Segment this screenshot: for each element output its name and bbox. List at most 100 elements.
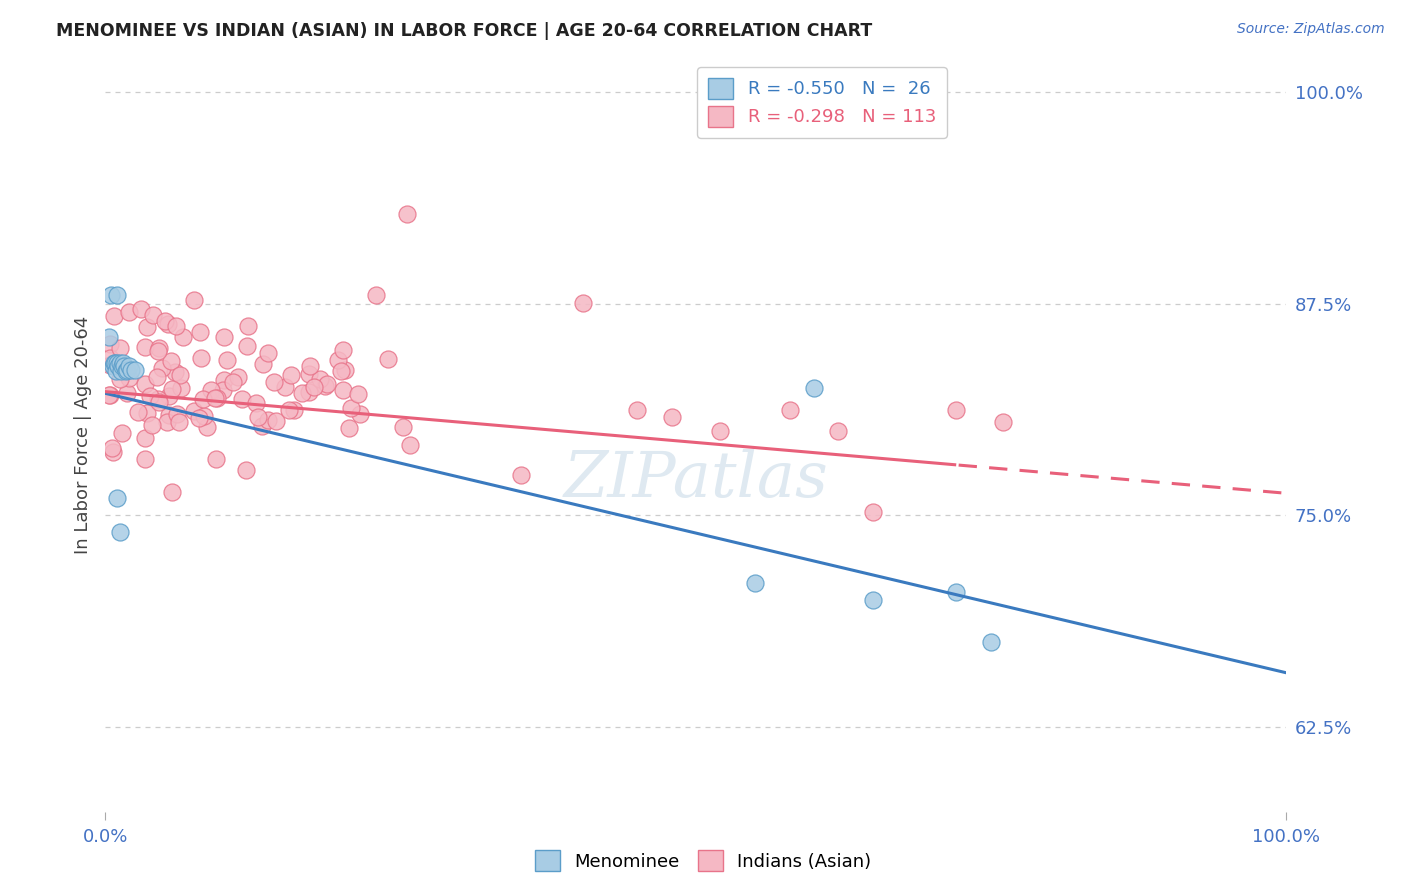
Legend: Menominee, Indians (Asian): Menominee, Indians (Asian) (527, 843, 879, 879)
Point (945, 403, 967, 417)
Point (945, 584, 967, 599)
Point (862, 593, 884, 607)
Point (347, 387, 370, 401)
Point (273, 380, 295, 394)
Point (391, 420, 413, 434)
Point (980, 635, 1002, 649)
Point (803, 381, 825, 395)
Point (108, 525, 131, 540)
Point (111, 359, 134, 374)
Point (97, 388, 120, 402)
Point (326, 353, 349, 368)
Point (191, 392, 214, 406)
Point (159, 353, 181, 368)
Point (299, 359, 322, 374)
Point (98, 337, 121, 351)
Point (107, 359, 129, 374)
Point (395, 207, 418, 221)
Point (162, 382, 184, 396)
Point (157, 389, 180, 403)
Point (183, 403, 205, 417)
Point (105, 288, 128, 302)
Point (188, 326, 211, 340)
Point (377, 351, 399, 366)
Point (165, 318, 187, 333)
Point (298, 367, 321, 381)
Point (316, 376, 339, 391)
Point (187, 411, 209, 425)
Point (169, 415, 191, 429)
Point (104, 356, 127, 370)
Point (148, 392, 170, 406)
Point (193, 409, 215, 423)
Point (291, 386, 314, 401)
Point (212, 330, 235, 344)
Point (118, 305, 141, 319)
Point (264, 414, 287, 428)
Point (112, 356, 135, 370)
Point (238, 319, 260, 334)
Point (212, 373, 235, 387)
Point (330, 364, 353, 378)
Point (236, 339, 259, 353)
Point (398, 437, 420, 451)
Point (661, 410, 683, 425)
Y-axis label: In Labor Force | Age 20-64: In Labor Force | Age 20-64 (73, 316, 91, 554)
Point (127, 404, 149, 418)
Point (337, 421, 360, 435)
Point (283, 403, 305, 417)
Point (148, 341, 170, 355)
Point (257, 413, 280, 427)
Point (314, 379, 336, 393)
Point (105, 364, 128, 378)
Point (190, 351, 212, 365)
Point (257, 345, 280, 359)
Point (205, 391, 228, 405)
Point (200, 383, 222, 397)
Point (148, 394, 170, 409)
Point (172, 330, 194, 344)
Point (134, 377, 156, 392)
Point (215, 353, 238, 368)
Text: MENOMINEE VS INDIAN (ASIAN) IN LABOR FORCE | AGE 20-64 CORRELATION CHART: MENOMINEE VS INDIAN (ASIAN) IN LABOR FOR… (56, 22, 873, 40)
Point (100, 288, 122, 302)
Point (166, 407, 188, 421)
Point (98, 388, 121, 402)
Point (141, 417, 163, 432)
Point (333, 363, 356, 377)
Point (349, 407, 371, 421)
Point (245, 395, 267, 409)
Point (101, 444, 124, 458)
Point (145, 370, 167, 384)
Point (139, 389, 162, 403)
Point (204, 391, 226, 405)
Point (108, 356, 131, 370)
Point (231, 392, 253, 406)
Point (332, 383, 354, 397)
Point (115, 362, 138, 376)
Point (129, 301, 152, 316)
Point (169, 368, 191, 383)
Point (252, 358, 274, 372)
Point (118, 359, 141, 374)
Point (135, 406, 157, 420)
Point (309, 372, 332, 386)
Point (101, 359, 124, 374)
Point (153, 313, 176, 327)
Point (246, 410, 269, 425)
Point (114, 364, 136, 378)
Point (205, 452, 228, 467)
Point (108, 341, 131, 355)
Point (134, 431, 156, 445)
Point (98, 359, 121, 373)
Legend: R = -0.550   N =  26, R = -0.298   N = 113: R = -0.550 N = 26, R = -0.298 N = 113 (697, 67, 946, 137)
Point (156, 415, 179, 429)
Text: ZIPatlas: ZIPatlas (564, 450, 828, 511)
Point (221, 375, 243, 389)
Point (252, 419, 274, 434)
Point (124, 362, 146, 376)
Point (572, 295, 595, 310)
Point (744, 576, 766, 591)
Point (626, 403, 648, 417)
Point (277, 402, 299, 417)
